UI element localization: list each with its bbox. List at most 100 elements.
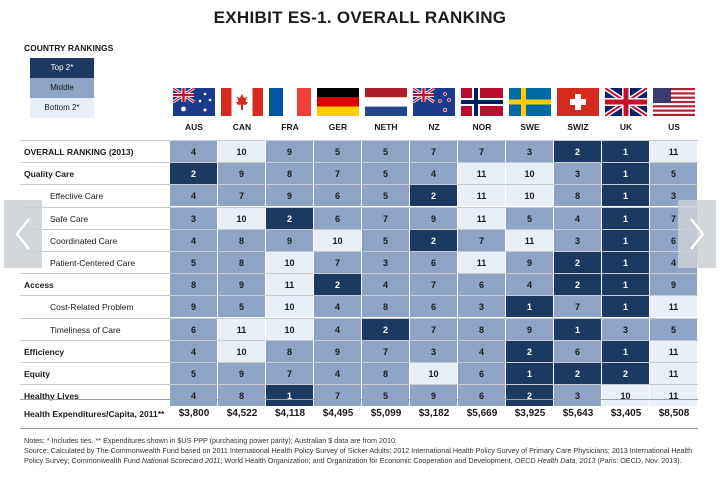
- country-code: AUS: [185, 122, 203, 132]
- rank-cell: 7: [218, 185, 265, 206]
- rank-cell: 10: [602, 385, 649, 406]
- rank-cell: 11: [458, 163, 505, 184]
- rank-cell: 5: [506, 208, 553, 229]
- rank-cell: 5: [362, 385, 409, 406]
- rank-cell: 8: [554, 185, 601, 206]
- rank-cell: 7: [410, 141, 457, 162]
- rank-cell: 9: [218, 274, 265, 295]
- rank-cell: 6: [314, 208, 361, 229]
- rank-cell: 4: [170, 385, 217, 406]
- flag-uk-icon: [605, 88, 647, 116]
- rank-cell: 7: [314, 385, 361, 406]
- rank-cell: 8: [266, 341, 313, 362]
- rank-cell: 11: [218, 319, 265, 340]
- rank-cell: 7: [362, 341, 409, 362]
- rank-cell: 1: [602, 141, 649, 162]
- row-label: Quality Care: [24, 169, 75, 179]
- row-divider: [20, 273, 698, 274]
- rank-cell: 1: [602, 163, 649, 184]
- expenditure-value: $8,508: [658, 407, 690, 419]
- rank-cell: 11: [650, 141, 697, 162]
- flag-nz-icon: [413, 88, 455, 116]
- rank-cell: 9: [410, 385, 457, 406]
- row-label: Efficiency: [24, 347, 65, 357]
- rank-cell: 4: [458, 341, 505, 362]
- row-divider: [20, 362, 698, 363]
- rank-cell: 5: [362, 163, 409, 184]
- rank-cell: 3: [554, 163, 601, 184]
- rank-cell: 2: [266, 208, 313, 229]
- rank-cell: 2: [602, 363, 649, 384]
- expenditure-value: $5,099: [370, 407, 402, 419]
- country-code: US: [668, 122, 680, 132]
- row-divider: [20, 162, 698, 163]
- rank-cell: 2: [170, 163, 217, 184]
- rank-cell: 6: [458, 274, 505, 295]
- flag-nor-icon: [461, 88, 503, 116]
- rank-cell: 4: [314, 363, 361, 384]
- rank-cell: 10: [218, 341, 265, 362]
- rank-cell: 8: [170, 274, 217, 295]
- page-title: EXHIBIT ES-1. OVERALL RANKING: [213, 8, 507, 27]
- rank-cell: 3: [170, 208, 217, 229]
- next-slide-button[interactable]: [678, 200, 716, 268]
- row-label: Coordinated Care: [50, 236, 118, 246]
- rank-cell: 10: [314, 230, 361, 251]
- rank-cell: 4: [170, 230, 217, 251]
- rank-cell: 4: [554, 208, 601, 229]
- rank-cell: 3: [554, 230, 601, 251]
- rank-cell: 7: [410, 274, 457, 295]
- rank-cell: 11: [266, 274, 313, 295]
- rank-cell: 1: [554, 319, 601, 340]
- country-code: UK: [619, 122, 633, 132]
- rank-cell: 6: [458, 385, 505, 406]
- rank-cell: 2: [410, 185, 457, 206]
- rank-cell: 11: [650, 363, 697, 384]
- row-divider: [20, 184, 698, 185]
- rank-cell: 10: [266, 252, 313, 273]
- rank-cell: 7: [314, 163, 361, 184]
- rank-cell: 1: [602, 296, 649, 317]
- rank-cell: 6: [554, 341, 601, 362]
- legend-middle: Middle: [30, 78, 94, 98]
- row-label: OVERALL RANKING (2013): [24, 147, 134, 157]
- rank-cell: 6: [410, 296, 457, 317]
- row-divider: [20, 318, 698, 319]
- expenditure-value: $4,118: [274, 407, 306, 419]
- rank-cell: 7: [266, 363, 313, 384]
- rank-cell: 1: [506, 363, 553, 384]
- prev-slide-button[interactable]: [4, 200, 42, 268]
- rank-cell: 5: [170, 252, 217, 273]
- expenditure-value: $5,669: [466, 407, 498, 419]
- chevron-right-icon: [690, 218, 705, 250]
- expenditure-value: $3,182: [418, 407, 450, 419]
- rank-cell: 2: [410, 230, 457, 251]
- rank-cell: 4: [170, 185, 217, 206]
- rank-cell: 7: [458, 230, 505, 251]
- row-label: Healthy Lives: [24, 391, 79, 401]
- notes-line: Notes: * Includes ties. ** Expenditures …: [24, 436, 398, 445]
- rank-cell: 1: [602, 185, 649, 206]
- flag-fra-icon: [269, 88, 311, 116]
- notes-line: Policy Survey; Commonwealth Fund Nationa…: [24, 456, 682, 465]
- rank-cell: 6: [314, 185, 361, 206]
- row-label: Access: [24, 280, 54, 290]
- rank-cell: 9: [650, 274, 697, 295]
- country-code: SWE: [520, 122, 540, 132]
- row-divider: [20, 251, 698, 252]
- rank-cell: 9: [266, 141, 313, 162]
- rank-cell: 5: [362, 141, 409, 162]
- rank-cell: 11: [650, 296, 697, 317]
- divider: [20, 428, 698, 429]
- row-label: Cost-Related Problem: [50, 302, 134, 312]
- rank-cell: 7: [362, 208, 409, 229]
- row-divider: [20, 229, 698, 230]
- rank-cell: 2: [554, 363, 601, 384]
- rank-cell: 1: [266, 385, 313, 406]
- rank-cell: 11: [650, 341, 697, 362]
- rank-cell: 2: [506, 385, 553, 406]
- row-label: Effective Care: [50, 191, 104, 201]
- rank-cell: 9: [218, 363, 265, 384]
- expenditures-label: Health Expenditures/Capita, 2011**: [24, 409, 165, 419]
- rank-cell: 8: [362, 363, 409, 384]
